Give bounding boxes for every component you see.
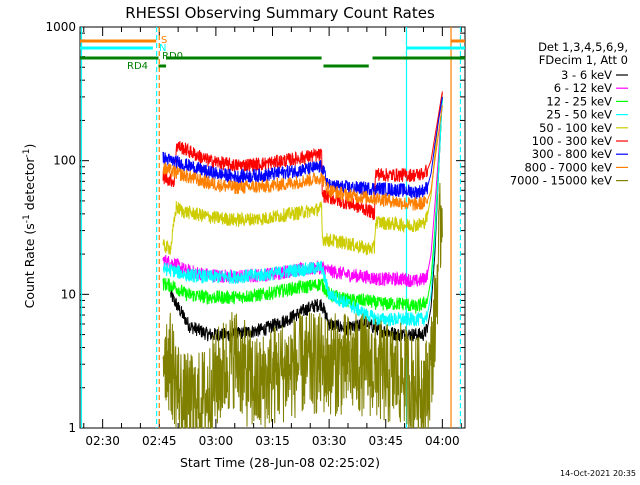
plot-layer: 1 10 100 1000 02:30 02:45 03:00 03:15 03:30 03:45… xyxy=(45,20,628,448)
legend-header-line-2: FDecim 1, Att 0 xyxy=(539,53,628,67)
series-line-3 xyxy=(162,96,443,314)
legend-label: 800 - 7000 keV xyxy=(524,160,612,174)
y-tick-label: 1000 xyxy=(45,20,76,34)
y-axis-label-mid: detector xyxy=(22,157,37,215)
legend-header-line-1: Det 1,3,4,5,6,9, xyxy=(538,40,628,54)
y-axis-label-sup2: -1 xyxy=(22,149,32,158)
s-label: S xyxy=(161,35,167,46)
series-line-7 xyxy=(162,96,443,200)
legend-label: 12 - 25 keV xyxy=(546,94,612,108)
n-label: N xyxy=(159,43,166,54)
y-axis-label: Count Rate (s-1 detector-1) xyxy=(22,144,37,309)
series-line-4 xyxy=(162,96,443,328)
legend-label: 7000 - 15000 keV xyxy=(510,174,612,188)
x-tick-label: 03:45 xyxy=(368,434,403,448)
x-tick-label: 02:30 xyxy=(85,434,120,448)
y-tick-label: 1 xyxy=(68,421,76,435)
chart-title: RHESSI Observing Summary Count Rates xyxy=(125,4,435,22)
series-line-9 xyxy=(162,182,443,429)
y-tick-label: 10 xyxy=(61,287,76,301)
rd4-label: RD4 xyxy=(127,61,148,72)
y-axis-label-sup1: -1 xyxy=(22,214,32,223)
legend-label: 50 - 100 keV xyxy=(539,121,612,135)
x-tick-label: 03:30 xyxy=(312,434,347,448)
legend-label: 25 - 50 keV xyxy=(546,108,612,122)
x-tick-label: 02:45 xyxy=(142,434,177,448)
series-line-5 xyxy=(162,93,443,256)
y-tick-label: 100 xyxy=(53,154,76,168)
legend-label: 3 - 6 keV xyxy=(561,68,612,82)
series-line-8 xyxy=(162,105,443,211)
footer-timestamp: 14-Oct-2021 20:35 xyxy=(560,469,636,478)
series-line-1 xyxy=(170,96,443,343)
legend-label: 100 - 300 keV xyxy=(532,134,612,148)
y-axis-label-end: ) xyxy=(22,144,37,149)
x-axis-label: Start Time (28-Jun-08 02:25:02) xyxy=(180,455,380,470)
x-tick-label: 04:00 xyxy=(425,434,460,448)
legend-label: 6 - 12 keV xyxy=(554,81,612,95)
x-tick-label: 03:15 xyxy=(255,434,290,448)
x-tick-label: 03:00 xyxy=(199,434,234,448)
series-line-6 xyxy=(162,91,443,221)
y-axis-label-main: Count Rate (s xyxy=(22,223,37,308)
legend-label: 300 - 800 keV xyxy=(532,147,612,161)
